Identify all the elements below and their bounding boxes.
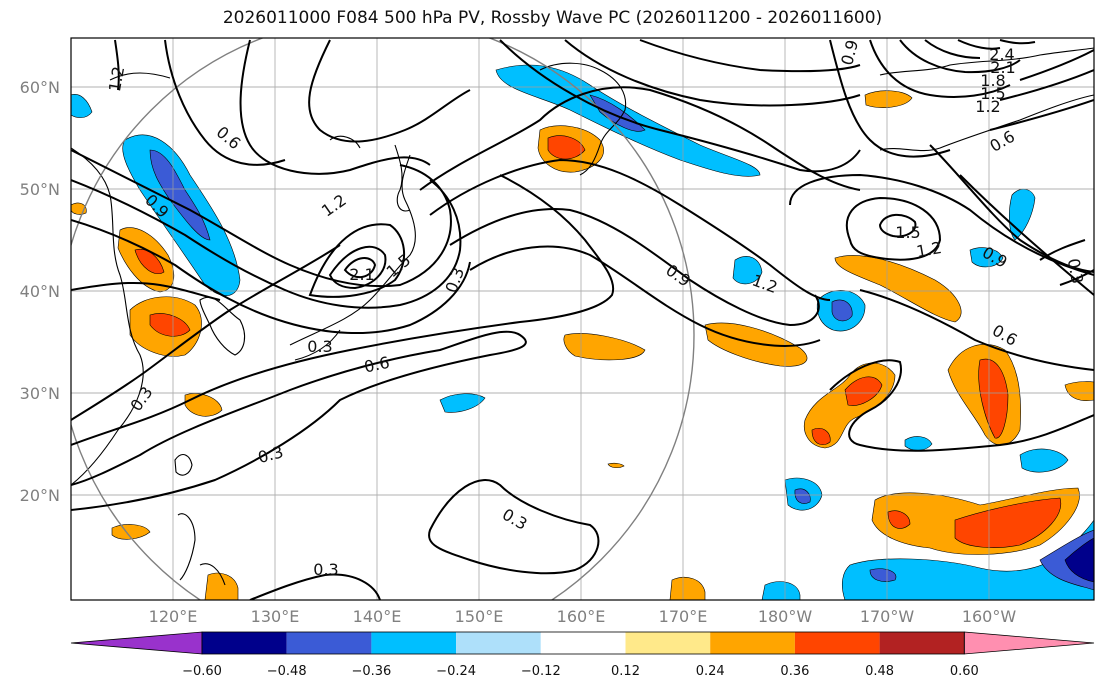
latitude-labels: 60°N 50°N 40°N 30°N 20°N (20, 78, 60, 505)
lon-tick-label: 120°E (149, 607, 198, 626)
colorbar-segment (286, 632, 372, 654)
map-frame (70, 37, 1095, 601)
colorbar-tick-label: −0.48 (267, 664, 307, 679)
contour-label: 1.2 (915, 238, 943, 261)
lat-tick-label: 20°N (20, 486, 60, 505)
map-title: 2026011000 F084 500 hPa PV, Rossby Wave … (222, 8, 883, 28)
contour-label: 1.2 (975, 97, 1000, 116)
colorbar-segment (456, 632, 541, 654)
contour-label: 1.8 (980, 71, 1005, 90)
lat-tick-label: 50°N (20, 180, 60, 199)
contour-label: 1.5 (980, 84, 1005, 103)
colorbar-tick-label: −0.36 (351, 664, 391, 679)
lon-tick-label: 150°E (455, 607, 504, 626)
colorbar-segment (879, 632, 965, 654)
lon-tick-label: 170°W (860, 607, 915, 626)
contour-label: 0.3 (307, 337, 332, 356)
colorbar-segment (202, 632, 287, 654)
colorbar-extend-low (70, 631, 203, 655)
colorbar-tick-label: −0.12 (521, 664, 561, 679)
contour-label: 0.3 (313, 560, 338, 579)
colorbar-extend-high (963, 631, 1095, 655)
lat-tick-label: 40°N (20, 282, 60, 301)
lon-tick-label: 170°E (659, 607, 708, 626)
map-area: 1.2 0.6 0.9 1.2 2.1 1.5 0.3 0.3 0.6 0.3 … (71, 38, 1094, 600)
colorbar-segment (371, 632, 457, 654)
lon-tick-label: 180°W (758, 607, 813, 626)
colorbar-tick-label: −0.24 (436, 664, 476, 679)
colorbar-tick-label: 0.60 (950, 664, 979, 679)
colorbar-segment (710, 632, 795, 654)
contour-label: 2.1 (990, 58, 1015, 77)
colorbar-tick-label: 0.36 (780, 664, 809, 679)
colorbar-segment (794, 632, 880, 654)
contour-label: 1.2 (105, 65, 128, 93)
colorbar-tick-label: 0.24 (696, 664, 725, 679)
contour-label: 0.3 (1064, 257, 1087, 285)
pv-contours (71, 39, 1094, 600)
colorbar-segment (625, 632, 711, 654)
great-circle (71, 38, 695, 600)
colorbar-tick-label: 0.12 (611, 664, 640, 679)
lat-tick-label: 30°N (20, 384, 60, 403)
colorbar-tick-label: −0.60 (182, 664, 222, 679)
lon-tick-label: 130°E (251, 607, 300, 626)
colorbar-segment (540, 632, 626, 654)
longitude-labels: 120°E 130°E 140°E 150°E 160°E 170°E 180°… (149, 607, 1017, 626)
contour-label: 1.5 (895, 223, 920, 242)
contour-label: 2.4 (989, 45, 1014, 64)
lon-tick-label: 160°E (557, 607, 606, 626)
contour-label: 2.1 (349, 265, 374, 284)
contour-label: 0.6 (362, 353, 391, 377)
lat-tick-label: 60°N (20, 78, 60, 97)
colorbar-tick-label: 0.48 (865, 664, 894, 679)
lon-tick-label: 160°W (962, 607, 1017, 626)
colorbar: −0.60 −0.48 −0.36 −0.24 −0.12 0.12 0.24 … (70, 631, 1095, 679)
lon-tick-label: 140°E (353, 607, 402, 626)
